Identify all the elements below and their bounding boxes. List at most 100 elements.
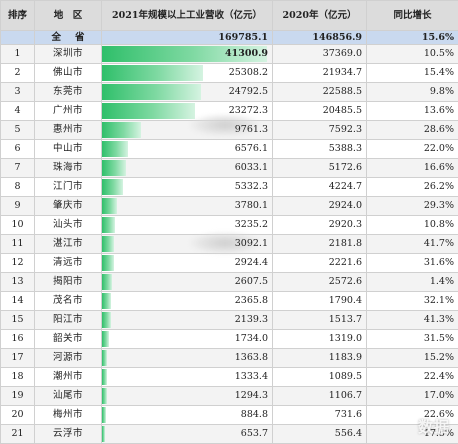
row-revenue-2020: 21934.7	[273, 64, 367, 83]
row-growth: 15.4%	[367, 64, 458, 83]
header-growth: 同比增长	[367, 1, 458, 31]
row-city: 河源市	[35, 349, 102, 368]
row-city: 梅州市	[35, 406, 102, 425]
row-city: 韶关市	[35, 330, 102, 349]
row-revenue-2020: 2181.8	[273, 235, 367, 254]
row-growth: 41.7%	[367, 235, 458, 254]
row-revenue-2020: 4224.7	[273, 178, 367, 197]
row-city: 湛江市	[35, 235, 102, 254]
revenue-2021-value: 41300.9	[102, 49, 272, 59]
revenue-2021-value: 24792.5	[102, 87, 272, 97]
row-revenue-2021: 23272.3	[102, 102, 273, 121]
row-rank: 5	[1, 121, 35, 140]
row-city: 潮州市	[35, 368, 102, 387]
row-revenue-2020: 1089.5	[273, 368, 367, 387]
row-city: 东莞市	[35, 83, 102, 102]
revenue-2021-value: 6033.1	[102, 163, 272, 173]
row-revenue-2021: 25308.2	[102, 64, 273, 83]
row-revenue-2020: 5172.6	[273, 159, 367, 178]
row-city: 广州市	[35, 102, 102, 121]
header-row: 排序 地 区 2021年规模以上工业营收（亿元） 2020年（亿元） 同比增长	[1, 1, 458, 31]
row-revenue-2020: 22588.5	[273, 83, 367, 102]
header-revenue-2020: 2020年（亿元）	[273, 1, 367, 31]
total-row: 全省 169785.1 146856.9 15.6%	[1, 31, 458, 45]
row-rank: 8	[1, 178, 35, 197]
row-revenue-2021: 9761.3	[102, 121, 273, 140]
row-city: 汕尾市	[35, 387, 102, 406]
total-rank	[1, 31, 35, 45]
revenue-2021-value: 1333.4	[102, 372, 272, 382]
row-growth: 31.6%	[367, 254, 458, 273]
row-growth: 28.6%	[367, 121, 458, 140]
revenue-2021-value: 3780.1	[102, 201, 272, 211]
row-revenue-2021: 884.8	[102, 406, 273, 425]
row-growth: 31.5%	[367, 330, 458, 349]
row-rank: 3	[1, 83, 35, 102]
row-growth: 17.5%	[367, 425, 458, 444]
row-revenue-2021: 2924.4	[102, 254, 273, 273]
row-rank: 14	[1, 292, 35, 311]
row-rank: 19	[1, 387, 35, 406]
row-revenue-2021: 1294.3	[102, 387, 273, 406]
row-revenue-2021: 2365.8	[102, 292, 273, 311]
row-city: 佛山市	[35, 64, 102, 83]
row-revenue-2020: 2920.3	[273, 216, 367, 235]
total-revenue-2021: 169785.1	[102, 31, 273, 45]
row-revenue-2020: 2221.6	[273, 254, 367, 273]
revenue-2021-value: 653.7	[102, 429, 272, 439]
row-city: 肇庆市	[35, 197, 102, 216]
header-region: 地 区	[35, 1, 102, 31]
row-growth: 26.2%	[367, 178, 458, 197]
row-revenue-2020: 1106.7	[273, 387, 367, 406]
row-revenue-2021: 653.7	[102, 425, 273, 444]
row-revenue-2021: 3092.1	[102, 235, 273, 254]
row-growth: 41.3%	[367, 311, 458, 330]
row-revenue-2020: 731.6	[273, 406, 367, 425]
row-revenue-2020: 1319.0	[273, 330, 367, 349]
total-revenue-2020: 146856.9	[273, 31, 367, 45]
revenue-2021-value: 2365.8	[102, 296, 272, 306]
revenue-2021-value: 3235.2	[102, 220, 272, 230]
row-rank: 11	[1, 235, 35, 254]
revenue-2021-value: 2139.3	[102, 315, 272, 325]
row-revenue-2020: 2924.0	[273, 197, 367, 216]
row-city: 揭阳市	[35, 273, 102, 292]
row-rank: 12	[1, 254, 35, 273]
row-growth: 1.4%	[367, 273, 458, 292]
revenue-2021-value: 2924.4	[102, 258, 272, 268]
revenue-2021-value: 1294.3	[102, 391, 272, 401]
row-city: 云浮市	[35, 425, 102, 444]
row-growth: 22.4%	[367, 368, 458, 387]
row-revenue-2021: 6033.1	[102, 159, 273, 178]
row-rank: 6	[1, 140, 35, 159]
row-growth: 13.6%	[367, 102, 458, 121]
row-growth: 32.1%	[367, 292, 458, 311]
revenue-2021-value: 2607.5	[102, 277, 272, 287]
row-revenue-2021: 5332.3	[102, 178, 273, 197]
row-growth: 15.2%	[367, 349, 458, 368]
total-growth: 15.6%	[367, 31, 458, 45]
row-rank: 2	[1, 64, 35, 83]
revenue-2021-value: 6576.1	[102, 144, 272, 154]
header-rank: 排序	[1, 1, 35, 31]
row-revenue-2021: 1333.4	[102, 368, 273, 387]
revenue-2021-value: 25308.2	[102, 68, 272, 78]
row-rank: 18	[1, 368, 35, 387]
row-revenue-2021: 3235.2	[102, 216, 273, 235]
row-revenue-2021: 2607.5	[102, 273, 273, 292]
row-growth: 22.0%	[367, 140, 458, 159]
